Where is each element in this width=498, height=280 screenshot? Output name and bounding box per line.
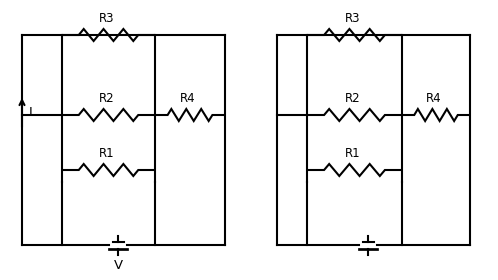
Text: R1: R1 [99,147,115,160]
Text: R4: R4 [180,92,196,105]
Text: R3: R3 [99,12,114,25]
Text: R2: R2 [99,92,115,105]
Text: V: V [114,259,123,272]
Text: R1: R1 [345,147,361,160]
Text: R3: R3 [345,12,360,25]
Text: R2: R2 [345,92,361,105]
Text: R4: R4 [426,92,442,105]
Text: I: I [29,106,33,119]
